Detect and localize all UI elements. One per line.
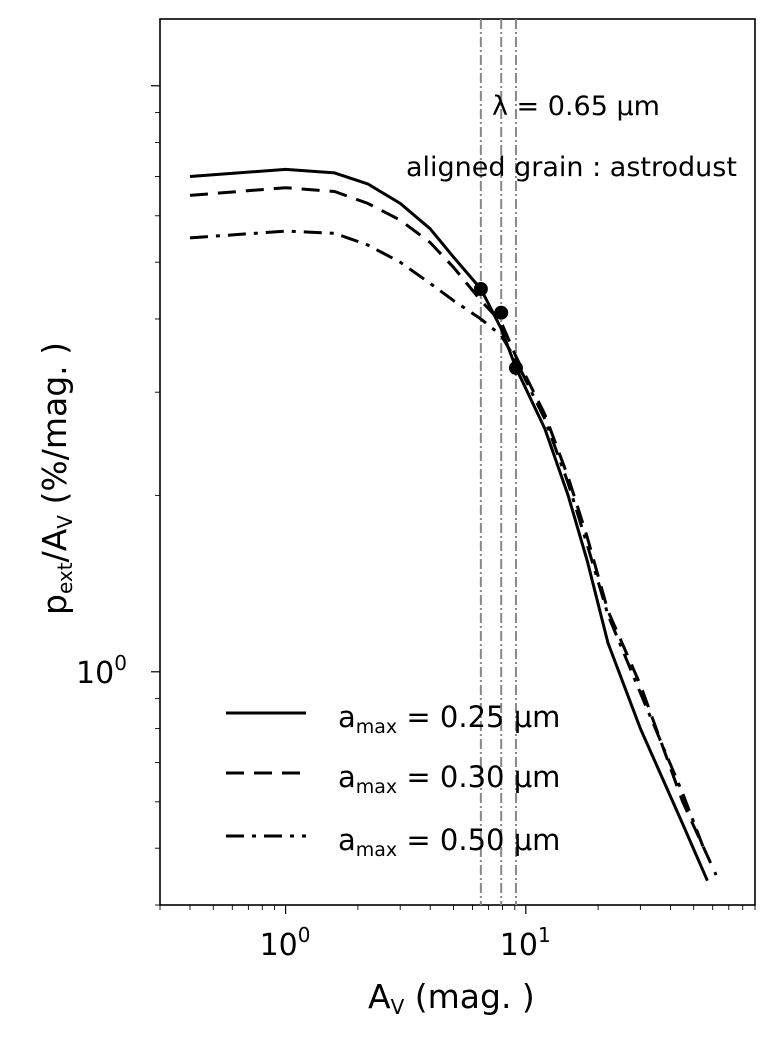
wavelength-annotation: λ = 0.65 μm	[492, 91, 660, 122]
x-tick-label-2: 101	[500, 923, 551, 963]
plot-frame	[159, 18, 756, 906]
legend: amax = 0.25 μm amax = 0.30 μm amax = 0.50 …	[226, 700, 560, 861]
x-tick-label-1: 100	[260, 923, 311, 963]
grain-annotation: aligned grain : astrodust	[406, 152, 737, 183]
series-line-dashed	[189, 186, 718, 876]
data-marker-2	[494, 305, 509, 320]
y-tick-label-1: 100	[76, 651, 127, 691]
plot-frame-layer	[159, 18, 756, 906]
x-axis-label: AV (mag. )	[368, 977, 535, 1019]
reference-lines	[479, 19, 517, 905]
series-layer	[189, 167, 718, 882]
legend-entry-1: amax = 0.25 μm	[338, 700, 560, 738]
tick-layer: 100 101 100	[76, 85, 756, 963]
marker-layer	[473, 281, 523, 375]
series-line-solid	[189, 167, 709, 882]
data-marker-3	[508, 360, 523, 375]
legend-entry-3: amax = 0.50 μm	[338, 823, 560, 861]
series-line-dashdot	[189, 229, 706, 849]
legend-entry-2: amax = 0.30 μm	[338, 760, 560, 798]
y-axis-label: pext/AV (%/mag. )	[35, 342, 77, 615]
data-marker-1	[473, 281, 488, 296]
